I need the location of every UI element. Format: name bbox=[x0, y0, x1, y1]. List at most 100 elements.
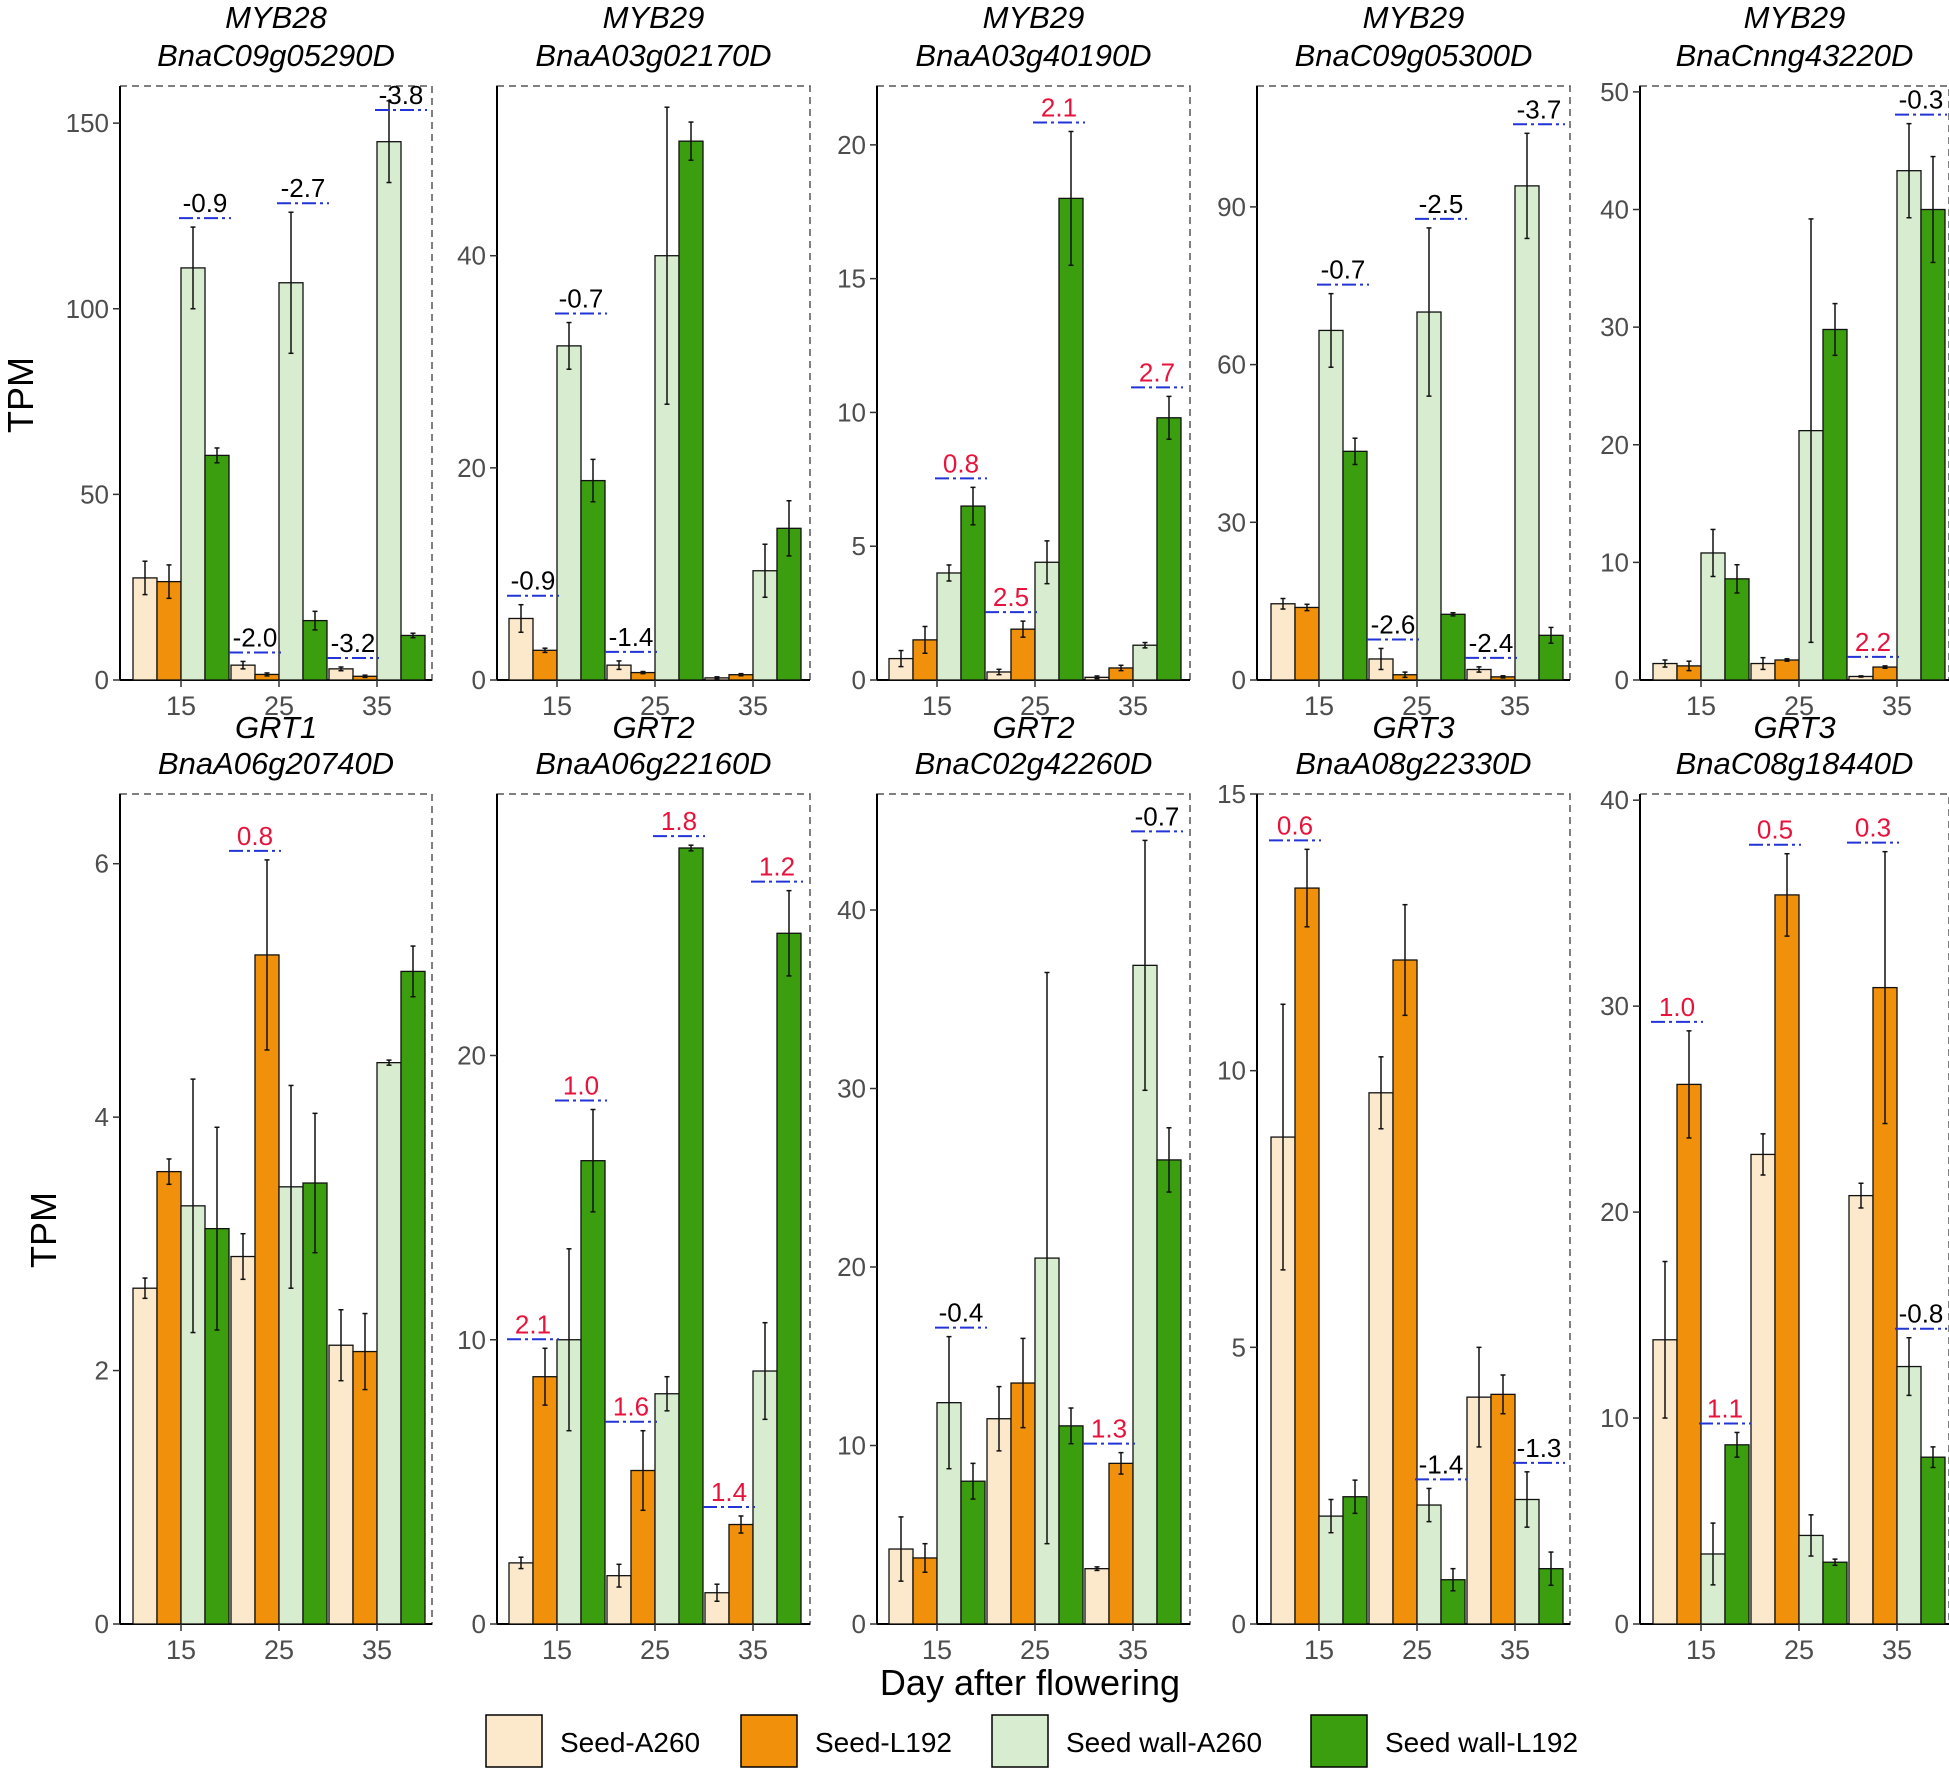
y-tick-label: 5 bbox=[852, 531, 866, 561]
y-tick-label: 30 bbox=[837, 1074, 866, 1104]
fold-change-label: -0.7 bbox=[1135, 801, 1180, 831]
fold-change-label: 1.1 bbox=[1707, 1393, 1743, 1423]
x-tick-label: 25 bbox=[1020, 691, 1050, 721]
bar-wall-a260-day35 bbox=[1514, 185, 1540, 681]
y-tick-label: 20 bbox=[1600, 430, 1629, 460]
error-bar-wall-a260-day15 bbox=[190, 1078, 196, 1334]
x-tick-label: 25 bbox=[1020, 1635, 1050, 1665]
fold-change-annotation: 0.3 bbox=[1847, 813, 1899, 844]
fold-change-label: 1.0 bbox=[1659, 992, 1695, 1022]
error-bar-wall-a260-day35 bbox=[762, 1321, 768, 1421]
y-tick-label: 40 bbox=[1600, 195, 1629, 225]
error-bar-seed-l192-day25 bbox=[1402, 671, 1408, 679]
fold-change-label: -0.7 bbox=[559, 284, 604, 314]
y-tick-label: 0 bbox=[95, 665, 109, 695]
error-bar-wall-l192-day25 bbox=[312, 610, 318, 631]
error-bar-wall-l192-day35 bbox=[786, 889, 792, 977]
fold-change-label: 1.0 bbox=[563, 1071, 599, 1101]
error-bar-seed-a260-day15 bbox=[518, 1556, 524, 1570]
panel-gene-id: BnaA03g02170D bbox=[535, 38, 771, 73]
bar-wall-a260-day25 bbox=[654, 1393, 680, 1625]
x-tick-label: 15 bbox=[166, 691, 196, 721]
fold-change-annotation: 2.5 bbox=[985, 582, 1037, 614]
error-bar-seed-l192-day15 bbox=[166, 1158, 172, 1186]
bar-wall-a260-day35 bbox=[1896, 1365, 1922, 1625]
bar-wall-l192-day15 bbox=[1342, 450, 1368, 681]
y-tick-label: 20 bbox=[837, 130, 866, 160]
fold-change-annotation: 2.7 bbox=[1131, 357, 1183, 389]
legend: Seed-A260 Seed-L192 Seed wall-A260 Seed … bbox=[485, 1714, 1578, 1768]
x-tick-label: 25 bbox=[264, 691, 294, 721]
error-bar-wall-a260-day25 bbox=[1808, 1514, 1814, 1557]
y-tick-label: 0 bbox=[852, 1609, 866, 1639]
error-bar-wall-l192-day35 bbox=[1930, 155, 1936, 264]
error-bar-wall-a260-day25 bbox=[1426, 1487, 1432, 1523]
error-bar-wall-l192-day25 bbox=[1068, 1407, 1074, 1445]
fold-change-annotation: 1.0 bbox=[1651, 992, 1703, 1023]
error-bar-wall-l192-day15 bbox=[1352, 1479, 1358, 1515]
y-tick-label: 40 bbox=[457, 241, 486, 271]
error-bar-wall-a260-day35 bbox=[1906, 122, 1912, 219]
y-tick-label: 20 bbox=[457, 1041, 486, 1071]
error-bar-seed-l192-day15 bbox=[1686, 1030, 1692, 1139]
bar-seed-l192-day35 bbox=[1490, 1393, 1516, 1625]
legend-label-seed-a260: Seed-A260 bbox=[560, 1727, 700, 1758]
error-bar-seed-l192-day25 bbox=[1020, 620, 1026, 638]
error-bar-seed-l192-day15 bbox=[166, 564, 172, 600]
panel-gene-id: BnaA06g22160D bbox=[535, 746, 771, 781]
error-bar-wall-a260-day25 bbox=[1808, 218, 1814, 644]
legend-label-wall-a260: Seed wall-A260 bbox=[1066, 1727, 1262, 1758]
y-tick-label: 90 bbox=[1217, 192, 1246, 222]
legend-swatch-wall-l192 bbox=[1310, 1714, 1368, 1768]
bar-seed-a260-day25 bbox=[1750, 1153, 1776, 1625]
x-tick-label: 35 bbox=[1500, 691, 1530, 721]
fold-change-annotation: -2.5 bbox=[1415, 189, 1467, 220]
x-tick-label: 35 bbox=[1882, 691, 1912, 721]
error-bar-seed-a260-day15 bbox=[142, 560, 148, 596]
bar-seed-a260-day15 bbox=[508, 1562, 534, 1625]
error-bar-seed-l192-day15 bbox=[922, 1542, 928, 1573]
x-tick-label: 15 bbox=[922, 1635, 952, 1665]
error-bar-wall-a260-day25 bbox=[288, 1084, 294, 1289]
error-bar-wall-l192-day15 bbox=[590, 1108, 596, 1213]
fold-change-annotation: 1.1 bbox=[1699, 1393, 1751, 1425]
error-bar-seed-a260-day25 bbox=[616, 1563, 622, 1588]
panel-gene-title: MYB29 bbox=[983, 0, 1085, 35]
panel-gene-id: BnaA08g22330D bbox=[1295, 746, 1531, 781]
error-bar-wall-l192-day25 bbox=[688, 844, 694, 852]
x-tick-label: 25 bbox=[264, 1635, 294, 1665]
y-tick-label: 40 bbox=[1600, 785, 1629, 815]
x-tick-label: 35 bbox=[1118, 1635, 1148, 1665]
x-tick-label: 35 bbox=[1500, 1635, 1530, 1665]
error-bar-seed-a260-day15 bbox=[898, 649, 904, 668]
error-bar-seed-a260-day15 bbox=[1280, 1003, 1286, 1271]
bar-wall-l192-day35 bbox=[1156, 1159, 1182, 1625]
y-tick-label: 5 bbox=[1232, 1332, 1246, 1362]
x-tick-label: 35 bbox=[738, 691, 768, 721]
error-bar-wall-a260-day15 bbox=[1710, 1522, 1716, 1586]
fold-change-label: 0.3 bbox=[1855, 813, 1891, 843]
fold-change-label: -2.6 bbox=[1371, 609, 1416, 639]
error-bar-seed-a260-day35 bbox=[1858, 1182, 1864, 1209]
bar-wall-a260-day15 bbox=[180, 267, 206, 681]
fold-change-annotation: 1.3 bbox=[1083, 1414, 1135, 1445]
x-tick-label: 25 bbox=[640, 691, 670, 721]
bar-wall-l192-day25 bbox=[1822, 1561, 1848, 1625]
y-tick-label: 0 bbox=[1232, 1609, 1246, 1639]
bar-wall-l192-day35 bbox=[1920, 1456, 1946, 1625]
error-bar-wall-a260-day15 bbox=[190, 226, 196, 310]
y-tick-label: 30 bbox=[1217, 507, 1246, 537]
error-bar-seed-a260-day25 bbox=[616, 660, 622, 671]
error-bar-seed-l192-day15 bbox=[922, 625, 928, 654]
y-tick-label: 0 bbox=[852, 665, 866, 695]
error-bar-seed-l192-day35 bbox=[362, 1312, 368, 1391]
x-tick-label: 35 bbox=[738, 1635, 768, 1665]
panel-gene-title: MYB28 bbox=[225, 0, 327, 35]
y-tick-label: 20 bbox=[1600, 1197, 1629, 1227]
error-bar-wall-a260-day25 bbox=[1044, 971, 1050, 1545]
